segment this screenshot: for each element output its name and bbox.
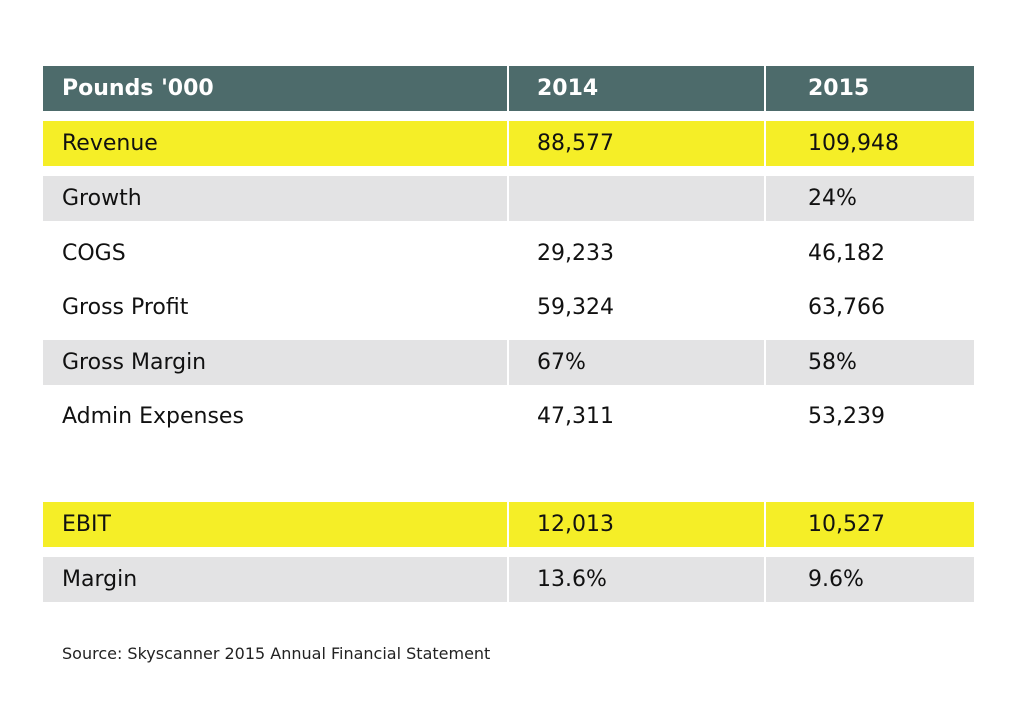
value-cell: 47,311 — [509, 394, 764, 439]
value-cell: 10,527 — [766, 502, 974, 547]
value-cell: 59,324 — [509, 285, 764, 330]
row-label: Margin — [43, 557, 507, 602]
value-cell: 29,233 — [509, 231, 764, 276]
value-cell: 9.6% — [766, 557, 974, 602]
row-label: Revenue — [43, 121, 507, 166]
value-cell: 13.6% — [509, 557, 764, 602]
source-note: Source: Skyscanner 2015 Annual Financial… — [62, 644, 491, 663]
row-label: Growth — [43, 176, 507, 221]
value-cell: 46,182 — [766, 231, 974, 276]
value-cell: 109,948 — [766, 121, 974, 166]
value-cell: 63,766 — [766, 285, 974, 330]
value-cell: 53,239 — [766, 394, 974, 439]
value-cell — [509, 176, 764, 221]
value-cell: 58% — [766, 340, 974, 385]
value-cell: 24% — [766, 176, 974, 221]
value-cell: 67% — [509, 340, 764, 385]
value-cell: 12,013 — [509, 502, 764, 547]
row-label: Admin Expenses — [43, 394, 507, 439]
header-cell: Pounds '000 — [43, 66, 507, 111]
row-label: Gross Profit — [43, 285, 507, 330]
row-label: EBIT — [43, 502, 507, 547]
value-cell: 88,577 — [509, 121, 764, 166]
row-label: Gross Margin — [43, 340, 507, 385]
header-cell: 2015 — [766, 66, 974, 111]
header-cell: 2014 — [509, 66, 764, 111]
row-label: COGS — [43, 231, 507, 276]
